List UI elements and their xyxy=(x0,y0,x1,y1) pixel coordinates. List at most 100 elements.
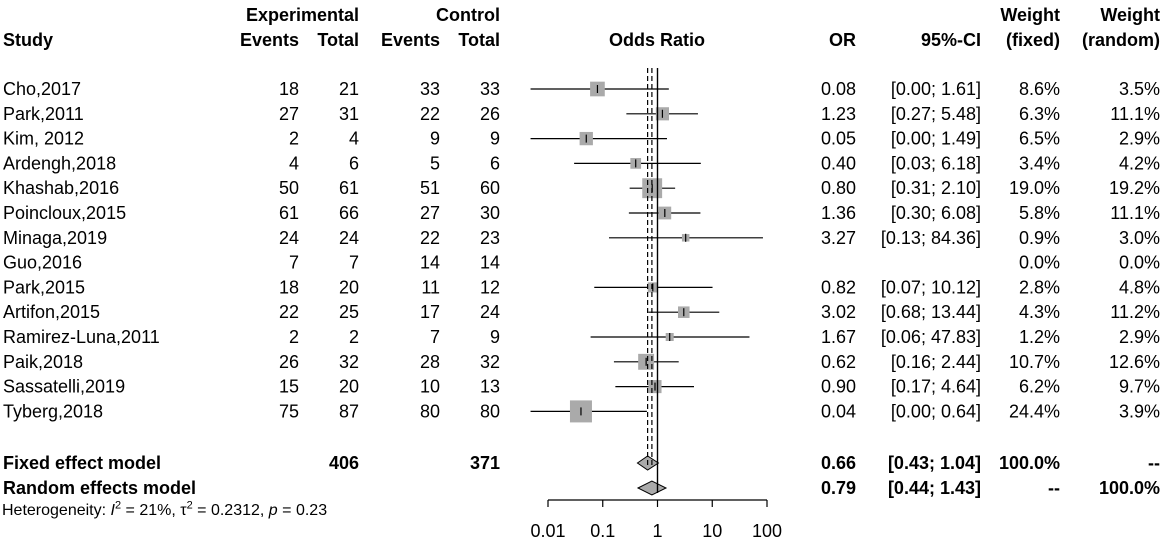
weight-fixed: 8.6% xyxy=(1019,79,1060,99)
header-exp-total: Total xyxy=(317,30,359,50)
tau-symbol: τ xyxy=(180,502,187,519)
exp-total: 24 xyxy=(339,228,359,248)
study-row: Sassatelli,2019 15 20 10 13 0.90 [0.17; 4.64] 6… xyxy=(3,377,1160,397)
summary-diamond xyxy=(636,480,668,496)
ci-value: [0.06; 47.83] xyxy=(881,327,981,347)
study-row: Artifon,2015 22 25 17 24 3.02 [0.68; 13.44] 4.3… xyxy=(3,302,1160,322)
ci-value: [0.03; 6.18] xyxy=(891,153,981,173)
weight-fixed: 0.0% xyxy=(1019,253,1060,273)
or-value: 0.40 xyxy=(821,153,856,173)
x-tick-label: 100 xyxy=(752,521,782,541)
study-name: Tyberg,2018 xyxy=(3,401,103,421)
or-value: 3.27 xyxy=(821,228,856,248)
exp-events: 27 xyxy=(279,104,299,124)
exp-total: 7 xyxy=(349,253,359,273)
weight-fixed: 24.4% xyxy=(1009,401,1060,421)
study-row: Park,2015 18 20 11 12 0.82 [0.07; 10.12] 2.8% 4.… xyxy=(3,277,1160,297)
study-name: Poincloux,2015 xyxy=(3,203,126,223)
exp-events: 26 xyxy=(279,352,299,372)
ci-value: [0.07; 10.12] xyxy=(881,277,981,297)
ctrl-total: 60 xyxy=(480,178,500,198)
tau-value: = 0.2312, xyxy=(197,502,265,519)
exp-total: 25 xyxy=(339,302,359,322)
study-row: Cho,2017 18 21 33 33 0.08 [0.00; 1.61] 8.6% 3.5% xyxy=(3,79,1160,99)
header-or: OR xyxy=(829,30,856,50)
ctrl-total: 32 xyxy=(480,352,500,372)
ctrl-total: 6 xyxy=(490,153,500,173)
header-ctrl-total: Total xyxy=(458,30,500,50)
i2-symbol: I xyxy=(110,502,115,519)
or-value: 0.80 xyxy=(821,178,856,198)
header-study: Study xyxy=(3,30,53,50)
or-value: 0.08 xyxy=(821,79,856,99)
header-control: Control xyxy=(436,5,500,25)
table-header: Experimental Control Weight Weight Study Even… xyxy=(3,5,1160,50)
or-value: 0.82 xyxy=(821,277,856,297)
or-value: 0.90 xyxy=(821,377,856,397)
weight-random: 3.5% xyxy=(1119,79,1160,99)
study-row: Kim, 2012 2 4 9 9 0.05 [0.00; 1.49] 6.5% 2.9% xyxy=(3,129,1160,149)
exp-events: 18 xyxy=(279,277,299,297)
weight-random: 12.6% xyxy=(1109,352,1160,372)
exp-total: 20 xyxy=(339,377,359,397)
exp-events: 15 xyxy=(279,377,299,397)
header-odds-ratio: Odds Ratio xyxy=(609,30,705,50)
study-name: Khashab,2016 xyxy=(3,178,119,198)
ci-value: [0.00; 0.64] xyxy=(891,401,981,421)
plot-area xyxy=(647,68,659,493)
exp-events: 50 xyxy=(279,178,299,198)
study-row: Khashab,2016 50 61 51 60 0.80 [0.31; 2.10] 19.0… xyxy=(3,178,1160,198)
study-row: Tyberg,2018 75 87 80 80 0.04 [0.00; 0.64] 24.4%… xyxy=(3,400,1160,423)
exp-total: 31 xyxy=(339,104,359,124)
weight-random: 4.2% xyxy=(1119,153,1160,173)
ctrl-events: 28 xyxy=(420,352,440,372)
exp-total: 2 xyxy=(349,327,359,347)
exp-total: 6 xyxy=(349,153,359,173)
study-name: Kim, 2012 xyxy=(3,129,84,149)
tau-exponent: 2 xyxy=(186,499,193,512)
weight-fixed: 3.4% xyxy=(1019,153,1060,173)
ci-value: [0.30; 6.08] xyxy=(891,203,981,223)
i2-value: = 21%, xyxy=(125,502,176,519)
study-name: Minaga,2019 xyxy=(3,228,107,248)
exp-total: 4 xyxy=(349,129,359,149)
study-row: Guo,2016 7 7 14 14 0.0% 0.0% xyxy=(3,253,1160,273)
weight-random: 11.1% xyxy=(1110,203,1160,223)
study-name: Ardengh,2018 xyxy=(3,153,116,173)
header-experimental: Experimental xyxy=(246,5,359,25)
ci-value: [0.68; 13.44] xyxy=(881,302,981,322)
exp-events: 2 xyxy=(289,129,299,149)
ctrl-events: 80 xyxy=(420,401,440,421)
weight-fixed: 0.9% xyxy=(1019,228,1060,248)
ctrl-total: 26 xyxy=(480,104,500,124)
heterogeneity-stats: Heterogeneity: I2 = 21%, τ2 = 0.2312, p … xyxy=(2,499,327,520)
header-weight-fixed: (fixed) xyxy=(1006,30,1060,50)
exp-events: 75 xyxy=(279,401,299,421)
ctrl-total: 33 xyxy=(480,79,500,99)
ctrl-total: 24 xyxy=(480,302,500,322)
exp-events: 61 xyxy=(279,203,299,223)
exp-total: 32 xyxy=(339,352,359,372)
exp-events: 7 xyxy=(289,253,299,273)
summary-or: 0.66 xyxy=(821,453,856,473)
ctrl-events: 9 xyxy=(430,129,440,149)
weight-fixed: 19.0% xyxy=(1009,178,1060,198)
ci-value: [0.16; 2.44] xyxy=(891,352,981,372)
weight-random: 11.1% xyxy=(1110,104,1160,124)
summary-weight-random: 100.0% xyxy=(1099,478,1160,498)
weight-random: 0.0% xyxy=(1119,253,1160,273)
study-row: Ardengh,2018 4 6 5 6 0.40 [0.03; 6.18] 3.4% 4.2% xyxy=(3,153,1160,173)
summary-or: 0.79 xyxy=(821,478,856,498)
or-value: 0.62 xyxy=(821,352,856,372)
summary-name: Fixed effect model xyxy=(3,453,161,473)
weight-fixed: 10.7% xyxy=(1009,352,1060,372)
ctrl-total: 80 xyxy=(480,401,500,421)
summary-name: Random effects model xyxy=(3,478,196,498)
header-weight-fixed-label: Weight xyxy=(1000,5,1060,25)
weight-random: 9.7% xyxy=(1119,377,1160,397)
exp-events: 2 xyxy=(289,327,299,347)
exp-events: 18 xyxy=(279,79,299,99)
ctrl-total: 23 xyxy=(480,228,500,248)
fixed-effect-row: Fixed effect model 406 371 0.66 [0.43; 1.04]… xyxy=(3,453,1160,473)
weight-fixed: 2.8% xyxy=(1019,277,1060,297)
